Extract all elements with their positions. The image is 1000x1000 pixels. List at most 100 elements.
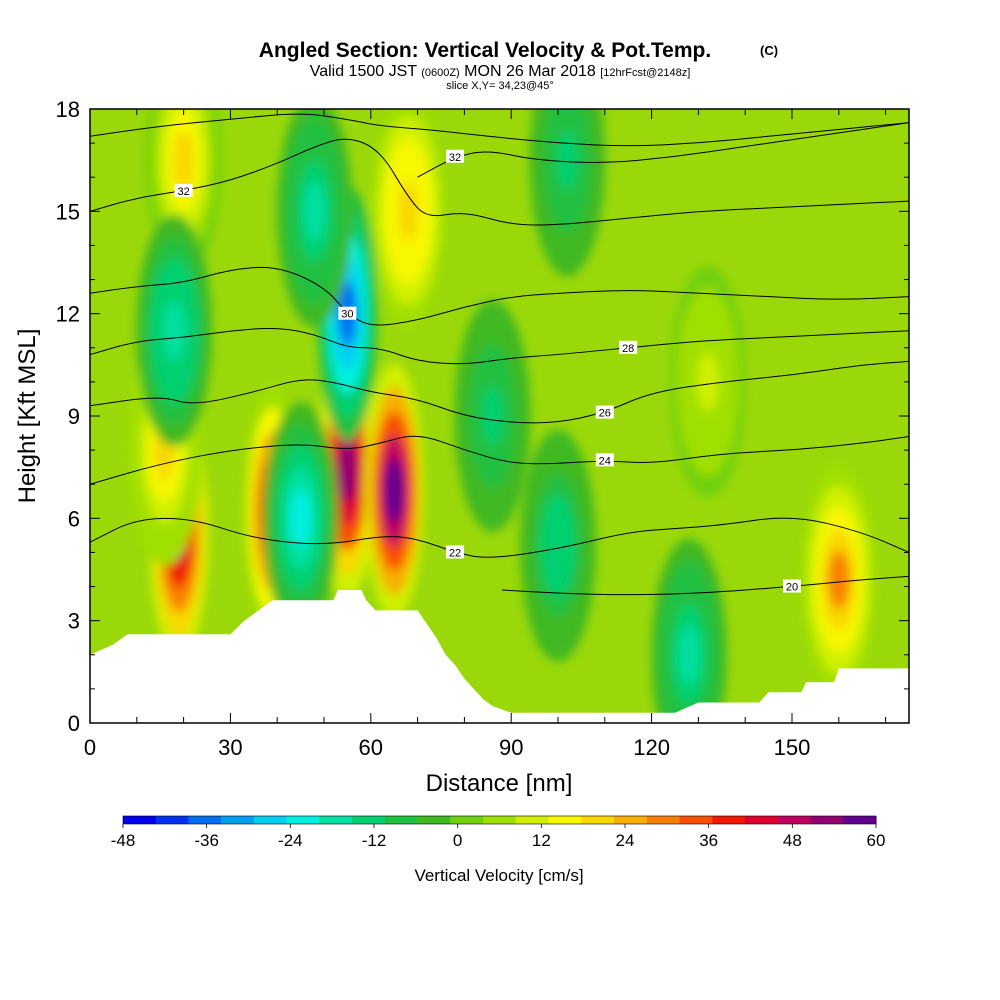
contour-label: 32 [174,183,193,198]
contour-label: 20 [783,579,801,594]
contour-label-text: 28 [622,343,634,355]
colorbar-swatch [712,816,746,824]
theta-contour [90,360,909,424]
contour-label-bg [338,306,357,320]
colorbar-swatch [614,816,648,824]
subtitle-utc: (0600Z) [421,67,460,79]
velocity-band [678,625,700,685]
y-axis-title: Height [Kft MSL] [14,329,41,504]
contour-label-bg [595,453,614,467]
velocity-cell-10 [262,402,339,635]
velocity-band [697,352,719,412]
colorbar-swatch [286,816,320,824]
contour-label-text: 24 [599,455,611,467]
colorbar-tick-label: -24 [278,831,303,850]
velocity-band [547,516,569,576]
colorbar-tick-label: 60 [867,831,886,850]
colorbar-tick-label: -12 [362,831,387,850]
colorbar-swatch [253,816,288,824]
colorbar-swatch [679,816,713,824]
velocity-cell-16 [454,300,531,532]
x-tick-label: 90 [499,735,523,760]
colorbar-tick-label: 12 [532,831,551,850]
contour-label: 24 [595,453,614,467]
chart-subtitle: Valid 1500 JST (0600Z) MON 26 Mar 2018 [… [310,63,691,80]
contour-label-bg [619,340,638,354]
contour-label-text: 22 [449,547,461,559]
velocity-band [481,386,504,446]
velocity-band [385,459,404,524]
contour-label-text: 30 [341,309,353,321]
colorbar-tick-label: -48 [111,831,136,850]
colorbar-swatch [155,816,189,824]
axis-ticks: 0 30 60 90 120 150 0 3 6 9 12 15 18 [56,97,909,760]
x-axis-title: Distance [nm] [426,770,573,797]
colorbar-tick-label: 36 [699,831,718,850]
subtitle-prefix: Valid 1500 JST [310,63,418,80]
colorbar-swatch [417,816,451,824]
velocity-band [556,130,579,190]
theta-contour [501,575,909,596]
y-tick-label: 9 [68,404,80,429]
colorbar-tick-label: 0 [453,831,462,850]
colorbar-swatch [548,816,582,824]
y-tick-label: 0 [68,711,80,736]
colorbar-tick-label: 48 [783,831,802,850]
colorbar-swatch [221,816,255,824]
y-tick-label: 18 [56,97,80,122]
x-tick-label: 30 [218,735,242,760]
theta-contour [90,435,909,485]
colorbar-swatch [384,816,419,824]
contour-label-text: 20 [786,582,798,594]
velocity-cell-11 [520,429,596,662]
colorbar-swatch [123,816,157,824]
plot-area: 20 22 24 26 28 30 32 32 [90,109,909,723]
theta-contour [90,327,909,365]
colorbar-swatch [581,816,615,824]
velocity-band [397,181,419,241]
colorbar-swatch [352,816,386,824]
contour-labels: 20 22 24 26 28 30 32 32 [174,149,801,594]
velocity-band [828,550,850,610]
y-tick-label: 6 [68,506,80,531]
colorbar-swatch [745,816,779,824]
contour-label-text: 32 [449,152,461,164]
contour-label: 30 [338,306,357,321]
velocity-cell-5 [370,109,447,328]
contour-label-bg [446,545,465,559]
contour-label: 22 [446,545,465,559]
velocity-cell-14 [529,109,606,277]
colorbar-tick-label: 24 [616,831,635,850]
contour-label-text: 26 [599,408,611,420]
colorbar-swatch [483,816,517,824]
velocity-band [303,181,326,241]
y-tick-label: 3 [68,609,80,634]
colorbar-swatch [777,816,812,824]
contour-label-text: 32 [177,186,189,198]
x-tick-label: 0 [84,735,96,760]
velocity-cell-12 [136,214,213,447]
colorbar-swatch [319,816,353,824]
chart-title-unit: (C) [760,43,778,58]
velocity-band [289,488,312,548]
velocity-band [338,438,357,503]
contour-label: 28 [619,340,638,355]
velocity-cell-3 [364,363,425,620]
x-tick-label: 150 [774,735,811,760]
velocity-cell-15 [651,538,727,723]
velocity-cell-8 [669,265,746,498]
terrain [90,589,909,723]
colorbar-swatch [515,816,550,824]
chart-title: Angled Section: Vertical Velocity & Pot.… [259,39,711,62]
velocity-field [127,109,877,723]
velocity-band [163,301,186,361]
colorbar-swatch [450,816,484,824]
contour-label: 32 [446,149,465,164]
theta-contour [90,113,909,147]
colorbar-title: Vertical Velocity [cm/s] [414,866,583,885]
colorbar-swatch [810,816,844,824]
colorbar-swatch [188,816,222,824]
velocity-band [172,130,195,190]
contour-label-bg [174,183,193,197]
